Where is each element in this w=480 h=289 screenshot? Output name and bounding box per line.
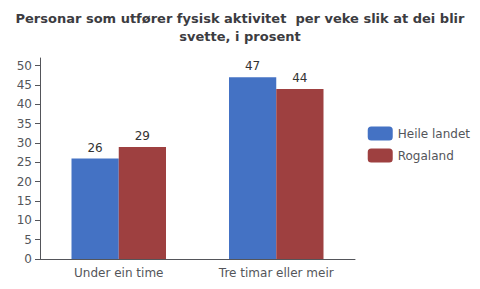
svg-text:50: 50 xyxy=(17,59,32,73)
svg-text:25: 25 xyxy=(17,155,32,169)
svg-text:Personar som utfører fysisk ak: Personar som utfører fysisk aktivitet pe… xyxy=(16,11,466,26)
svg-text:0: 0 xyxy=(24,252,32,266)
svg-text:Heile landet: Heile landet xyxy=(398,127,471,141)
svg-text:10: 10 xyxy=(17,213,32,227)
svg-text:29: 29 xyxy=(135,129,150,143)
svg-text:30: 30 xyxy=(17,136,32,150)
svg-text:Rogaland: Rogaland xyxy=(398,149,454,163)
svg-text:svette, i prosent: svette, i prosent xyxy=(179,29,300,44)
svg-text:45: 45 xyxy=(17,78,32,92)
svg-text:Under ein time: Under ein time xyxy=(74,266,163,280)
svg-text:44: 44 xyxy=(292,71,307,85)
svg-text:35: 35 xyxy=(17,117,32,131)
svg-text:40: 40 xyxy=(17,97,32,111)
svg-text:5: 5 xyxy=(24,233,32,247)
svg-text:Tre timar eller meir: Tre timar eller meir xyxy=(218,266,334,280)
svg-text:15: 15 xyxy=(17,194,32,208)
svg-text:20: 20 xyxy=(17,175,32,189)
svg-text:26: 26 xyxy=(87,141,102,155)
svg-text:47: 47 xyxy=(245,59,260,73)
